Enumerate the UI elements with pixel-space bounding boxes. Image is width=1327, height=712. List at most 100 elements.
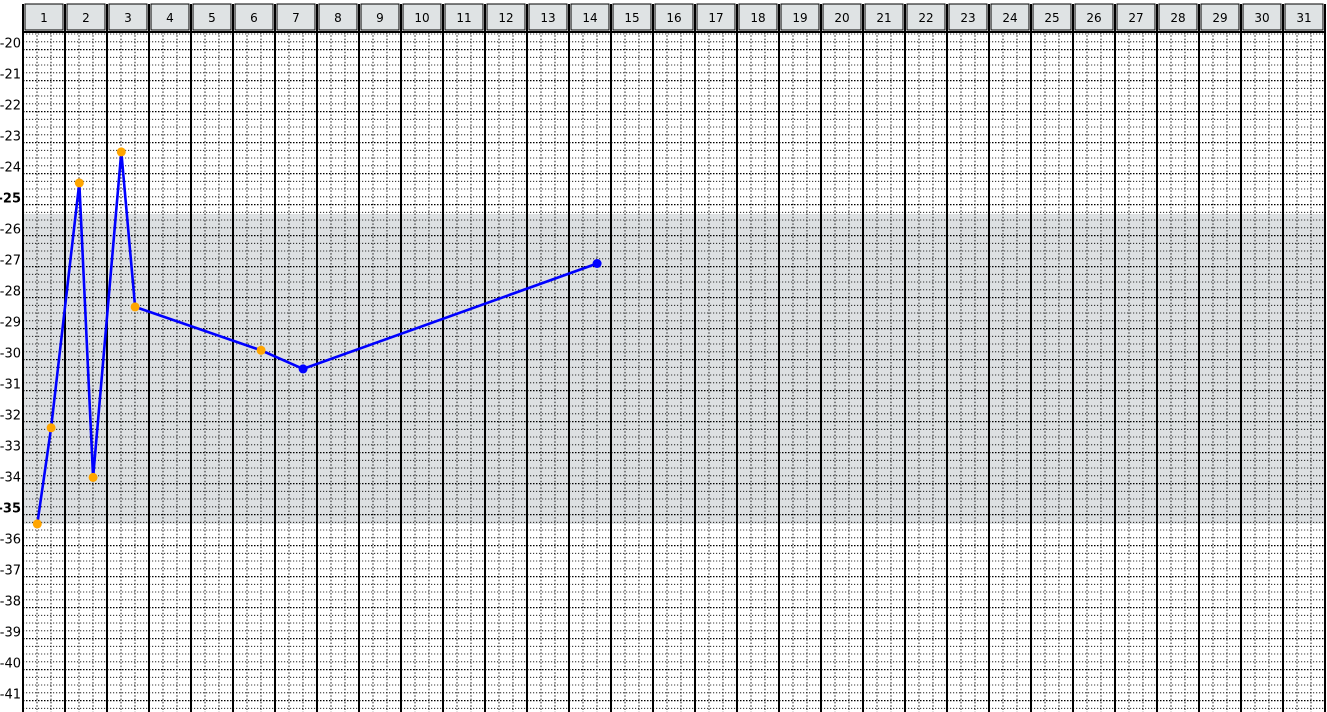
y-tick-label: -39 <box>0 626 21 641</box>
day-header-cell <box>1242 3 1282 31</box>
data-point[interactable] <box>32 519 42 529</box>
day-header-cell <box>990 3 1030 31</box>
y-tick-label: -32 <box>0 409 21 424</box>
y-tick-label: -33 <box>0 440 21 455</box>
day-label: 19 <box>792 11 807 25</box>
y-tick-label: -38 <box>0 595 21 610</box>
data-point[interactable] <box>88 472 98 482</box>
day-header-cell <box>24 3 64 31</box>
y-tick-label: -41 <box>0 688 21 703</box>
day-header-cell <box>654 3 694 31</box>
y-tick-label: -23 <box>0 130 21 145</box>
day-label: 24 <box>1002 11 1017 25</box>
y-tick-label: -21 <box>0 68 21 83</box>
y-tick-label: -31 <box>0 378 21 393</box>
day-label: 6 <box>250 11 258 25</box>
day-header-cell <box>192 3 232 31</box>
band-layer <box>23 213 1325 524</box>
day-header-cell <box>822 3 862 31</box>
day-header-cell <box>486 3 526 31</box>
day-label: 25 <box>1044 11 1059 25</box>
y-tick-label: -20 <box>0 37 21 52</box>
day-header-cell <box>1032 3 1072 31</box>
day-header-cell <box>318 3 358 31</box>
y-tick-label: -29 <box>0 316 21 331</box>
day-header: 1 2 3 4 5 6 7 8 9 10 11 12 13 14 15 16 17 18 19 20 21 22 23 24 2… <box>23 3 1325 33</box>
day-header-cell <box>1284 3 1324 31</box>
day-header-cell <box>1158 3 1198 31</box>
day-label: 9 <box>376 11 384 25</box>
data-point[interactable] <box>46 423 56 433</box>
y-tick-label: -30 <box>0 347 21 362</box>
day-label: 12 <box>498 11 513 25</box>
day-header-cell <box>1200 3 1240 31</box>
day-header-cell <box>360 3 400 31</box>
day-label: 30 <box>1254 11 1269 25</box>
day-label: 5 <box>208 11 216 25</box>
y-tick-label: -35 <box>0 502 21 517</box>
data-point[interactable] <box>592 259 602 268</box>
day-label: 28 <box>1170 11 1185 25</box>
day-label: 22 <box>918 11 933 25</box>
day-header-cell <box>234 3 274 31</box>
day-label: 29 <box>1212 11 1227 25</box>
day-header-cell <box>150 3 190 31</box>
day-label: 20 <box>834 11 849 25</box>
marker-layer <box>32 147 602 529</box>
data-point[interactable] <box>74 178 84 188</box>
data-point[interactable] <box>256 345 266 355</box>
day-label: 16 <box>666 11 681 25</box>
data-point[interactable] <box>116 147 126 157</box>
day-header-cell <box>528 3 568 31</box>
y-tick-label: -40 <box>0 657 21 672</box>
y-tick-label: -34 <box>0 471 21 486</box>
day-header-cell <box>444 3 484 31</box>
day-label: 23 <box>960 11 975 25</box>
day-label: 7 <box>292 11 300 25</box>
day-label: 11 <box>456 11 471 25</box>
day-label: 31 <box>1296 11 1311 25</box>
y-tick-label: -28 <box>0 285 21 300</box>
day-label: 8 <box>334 11 342 25</box>
day-label: 2 <box>82 11 90 25</box>
day-header-cell <box>612 3 652 31</box>
grid-layer <box>22 4 1326 712</box>
day-header-cell <box>276 3 316 31</box>
day-label: 26 <box>1086 11 1101 25</box>
day-label: 21 <box>876 11 891 25</box>
day-label: 13 <box>540 11 555 25</box>
y-tick-label: -36 <box>0 533 21 548</box>
y-tick-label: -37 <box>0 564 21 579</box>
day-label: 14 <box>582 11 597 25</box>
y-axis: -20 -21 -22 -23 -24 -25 -26 -27 -28 -29 -30 -31 -32 -… <box>0 37 21 703</box>
day-label: 27 <box>1128 11 1143 25</box>
y-tick-label: -22 <box>0 99 21 114</box>
day-header-cell <box>1116 3 1156 31</box>
day-header-cell <box>402 3 442 31</box>
y-tick-label: -27 <box>0 254 21 269</box>
day-label: 17 <box>708 11 723 25</box>
day-label: 4 <box>166 11 174 25</box>
day-header-cell <box>570 3 610 31</box>
day-label: 3 <box>124 11 132 25</box>
day-header-cell <box>108 3 148 31</box>
day-header-cell <box>738 3 778 31</box>
y-tick-label: -25 <box>0 192 21 207</box>
normal-range-band <box>23 213 1325 524</box>
day-header-cell <box>696 3 736 31</box>
data-point[interactable] <box>298 364 308 374</box>
day-header-cell <box>66 3 106 31</box>
day-header-cell <box>780 3 820 31</box>
y-tick-label: -24 <box>0 161 21 176</box>
day-header-cell <box>948 3 988 31</box>
day-header-cell <box>906 3 946 31</box>
data-point[interactable] <box>130 302 140 312</box>
day-label: 15 <box>624 11 639 25</box>
y-tick-label: -26 <box>0 223 21 238</box>
day-label: 18 <box>750 11 765 25</box>
day-header-cell <box>1074 3 1114 31</box>
day-label: 1 <box>40 11 48 25</box>
day-header-cell <box>864 3 904 31</box>
day-label: 10 <box>414 11 429 25</box>
